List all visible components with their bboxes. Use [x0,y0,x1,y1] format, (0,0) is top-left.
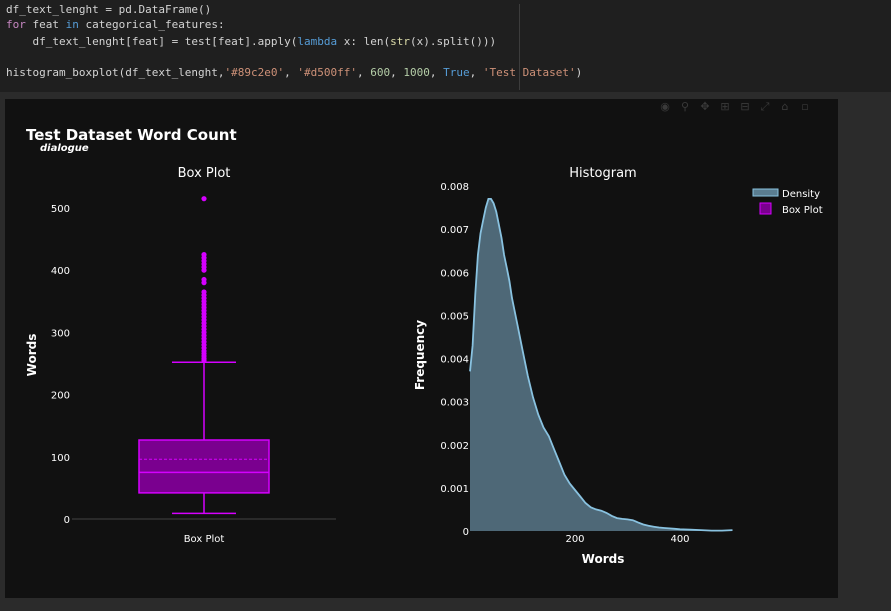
hist-y-tick-label: 0.006 [440,268,469,279]
code-keyword: for [6,18,26,31]
code-keyword: lambda [297,35,338,48]
density-area [470,198,733,531]
histogram-subplot-title: Histogram [569,166,636,181]
code-string: '#d500ff' [297,66,358,79]
code-text: feat [25,18,66,31]
hist-y-tick-label: 0.001 [440,484,469,495]
hist-x-tick-label: 200 [565,534,584,545]
hist-y-tick-label: 0.002 [440,441,469,452]
code-text: categorical_features: [78,18,225,31]
hist-y-tick-label: 0.005 [440,311,469,322]
code-text: , [469,66,483,79]
home-icon[interactable]: ⌂ [781,100,789,113]
code-cell[interactable]: df_text_lenght = pd.DataFrame() for feat… [0,0,891,92]
legend-density-swatch [752,188,779,197]
figure-title: Test Dataset Word Count [26,126,237,144]
code-keyword: in [65,18,79,31]
hist-y-tick-label: 0.003 [440,398,469,409]
code-text: , [429,66,444,79]
box-outlier-point [201,276,207,283]
box-x-tick-label: Box Plot [184,534,225,545]
code-text: df_text_lenght = pd.DataFrame() [6,3,212,16]
code-text: ) [575,66,583,79]
code-text: (x).split())) [410,35,497,48]
box-y-tick-label: 400 [51,266,70,277]
box-y-tick-label: 100 [51,453,70,464]
code-line-5: histogram_boxplot(df_text_lenght,'#89c2e… [6,66,582,80]
hist-y-tick-label: 0.008 [440,182,469,193]
output-area [5,99,838,598]
box-y-tick-label: 300 [51,328,70,339]
zoom-icon[interactable]: ⚲ [680,100,690,113]
code-line-2: for feat in categorical_features: [6,18,225,32]
figure-subtitle: dialogue [40,143,89,154]
code-text: x: len( [337,35,391,48]
camera-icon[interactable]: ◉ [660,100,670,113]
hist-y-tick-label: 0.007 [440,225,469,236]
code-string: 'Test Dataset' [482,66,576,79]
zoom-in-icon[interactable]: ⊞ [720,100,730,113]
box-outlier-point [201,289,207,295]
pan-icon[interactable]: ✥ [700,100,710,113]
code-number: 1000 [403,66,430,79]
code-text: , [390,66,404,79]
box-y-axis-title: Words [25,334,39,377]
autoscale-icon[interactable]: ⤢ [760,100,770,113]
code-builtin: str [390,35,411,48]
hist-y-tick-label: 0 [463,527,469,538]
box-outlier-point [201,196,207,202]
zoom-out-icon[interactable]: ⊟ [740,100,750,113]
code-text: df_text_lenght[feat] = test[feat].apply( [6,35,298,48]
code-string: '#89c2e0' [224,66,285,79]
code-keyword: True [443,66,470,79]
legend-box-label: Box Plot [782,205,823,216]
box-y-tick-label: 500 [51,204,70,215]
legend: Density Box Plot [752,188,823,216]
hist-x-axis-title: Words [582,552,625,566]
code-text: histogram_boxplot(df_text_lenght, [6,66,225,79]
box-subplot-title: Box Plot [178,166,231,181]
box-plot: 0 100 200 300 400 500 [51,196,336,526]
hist-x-tick-label: 400 [670,534,689,545]
plot-modebar: ◉ ⚲ ✥ ⊞ ⊟ ⤢ ⌂ ▫ [657,100,813,114]
box-outlier-point [201,252,207,258]
plotly-logo-icon[interactable]: ▫ [801,100,809,113]
box-y-tick-label: 0 [64,515,70,526]
code-line-1: df_text_lenght = pd.DataFrame() [6,3,211,17]
code-text: , [357,66,371,79]
box-y-tick-label: 200 [51,391,70,402]
density-plot: 0 0.001 0.002 0.003 0.004 0.005 0.006 0.007 0.00… [440,182,733,545]
legend-box-swatch [759,202,772,215]
code-line-3: df_text_lenght[feat] = test[feat].apply(… [6,35,496,49]
code-number: 600 [370,66,391,79]
code-text: , [284,66,298,79]
box-iqr [138,439,270,494]
density-line [469,198,733,532]
legend-density-label: Density [782,189,820,200]
hist-y-axis-title: Frequency [413,320,427,390]
hist-y-tick-label: 0.004 [440,355,469,366]
code-divider [519,4,520,90]
